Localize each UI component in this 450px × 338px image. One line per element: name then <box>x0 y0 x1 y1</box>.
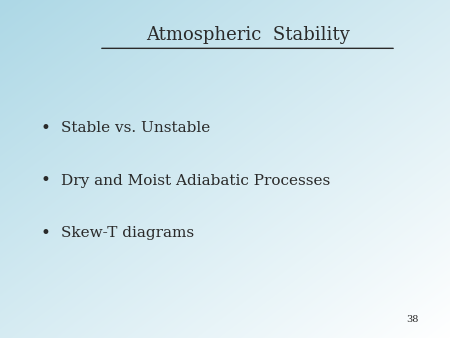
Text: Atmospheric  Stability: Atmospheric Stability <box>146 26 349 45</box>
Text: •: • <box>40 225 50 242</box>
Text: Dry and Moist Adiabatic Processes: Dry and Moist Adiabatic Processes <box>61 174 330 188</box>
Text: Stable vs. Unstable: Stable vs. Unstable <box>61 121 210 136</box>
Text: Skew-T diagrams: Skew-T diagrams <box>61 226 194 240</box>
Text: 38: 38 <box>406 315 419 324</box>
Text: •: • <box>40 172 50 189</box>
Text: •: • <box>40 120 50 137</box>
